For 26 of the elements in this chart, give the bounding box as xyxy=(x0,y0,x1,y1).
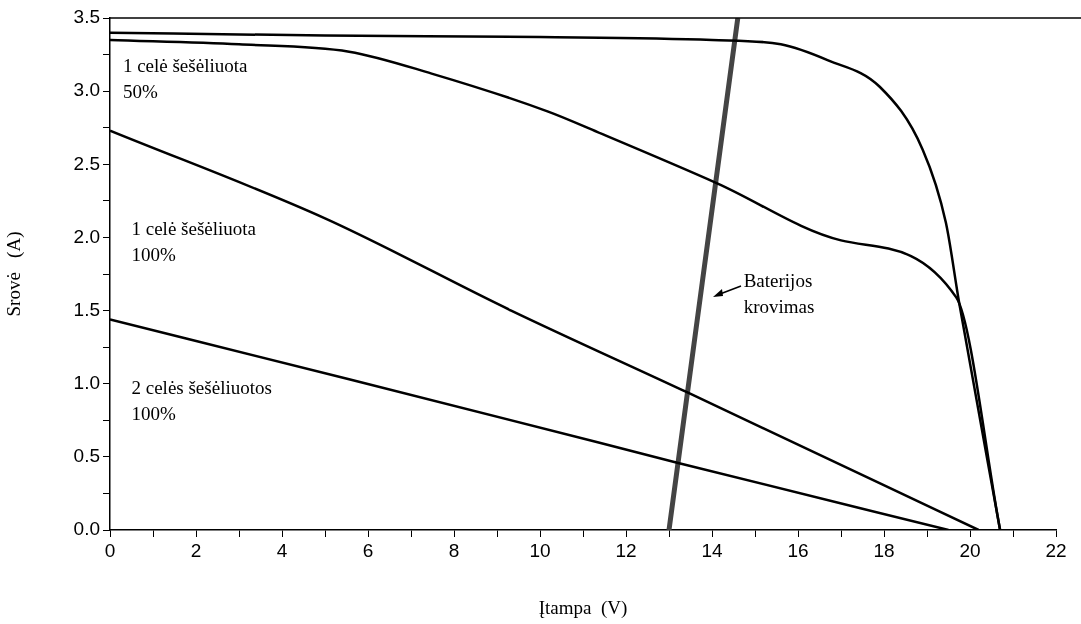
y-tick-label: 3.0 xyxy=(73,79,100,101)
y-tick-label: 1.0 xyxy=(73,371,100,393)
y-tick-label: 3.5 xyxy=(73,6,100,28)
y-tick-label: 0.0 xyxy=(73,518,100,540)
x-tick-label: 22 xyxy=(1045,539,1067,561)
x-tick-label: 20 xyxy=(959,539,981,561)
x-tick-label: 10 xyxy=(529,539,551,561)
x-tick-label: 4 xyxy=(276,539,288,561)
x-tick-label: 18 xyxy=(873,539,895,561)
x-tick-label: 0 xyxy=(104,539,116,561)
x-tick-label: 8 xyxy=(448,539,460,561)
y-tick-label: 1.5 xyxy=(73,298,100,320)
x-axis-title: Įtampa (V) xyxy=(538,596,628,619)
x-tick-label: 12 xyxy=(615,539,637,561)
x-tick-label: 6 xyxy=(362,539,374,561)
x-tick-label: 16 xyxy=(787,539,809,561)
y-axis-title: Srovė (A) xyxy=(3,231,26,317)
series-label: 2 celės šešėliuotos 100% xyxy=(131,376,272,424)
y-tick-label: 2.0 xyxy=(73,225,100,247)
annotation: Baterijos krovimas xyxy=(743,270,815,318)
x-tick-label: 2 xyxy=(190,539,202,561)
y-tick-label: 0.5 xyxy=(73,445,100,467)
series-label: 1 celė šešėliuota 100% xyxy=(131,218,257,266)
series-label: 1 celė šešėliuota 50% xyxy=(122,55,248,103)
y-tick-label: 2.5 xyxy=(73,152,100,174)
x-tick-label: 14 xyxy=(701,539,723,561)
